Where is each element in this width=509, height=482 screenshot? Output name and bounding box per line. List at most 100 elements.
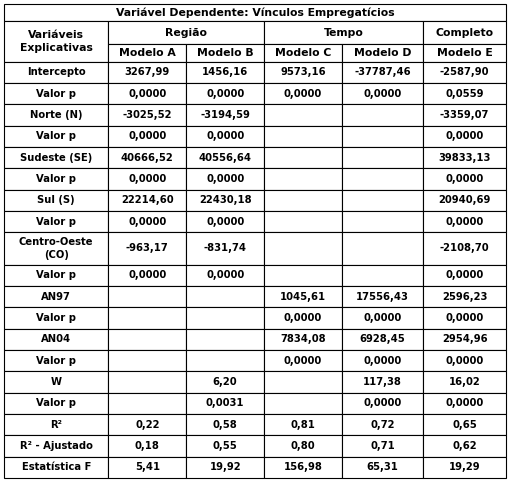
Bar <box>264 393 341 414</box>
Bar <box>4 286 108 308</box>
Bar <box>264 190 341 211</box>
Text: Valor p: Valor p <box>36 313 76 323</box>
Bar <box>341 147 422 168</box>
Bar <box>4 83 108 104</box>
Text: 0,71: 0,71 <box>370 441 394 451</box>
Bar <box>422 393 505 414</box>
Bar <box>108 265 186 286</box>
Bar <box>108 62 186 83</box>
Text: Tempo: Tempo <box>323 28 363 38</box>
Bar <box>341 393 422 414</box>
Text: 7834,08: 7834,08 <box>279 335 325 344</box>
Bar <box>341 350 422 371</box>
Text: Modelo A: Modelo A <box>119 48 176 58</box>
Text: 0,0000: 0,0000 <box>444 356 483 366</box>
Bar <box>422 21 505 44</box>
Bar <box>264 62 341 83</box>
Text: 0,0000: 0,0000 <box>444 313 483 323</box>
Text: 0,18: 0,18 <box>134 441 159 451</box>
Text: Variáveis
Explicativas: Variáveis Explicativas <box>20 30 93 53</box>
Bar <box>108 44 186 62</box>
Bar <box>341 371 422 393</box>
Text: 0,0000: 0,0000 <box>206 174 244 184</box>
Bar <box>264 350 341 371</box>
Bar <box>341 104 422 126</box>
Bar <box>422 62 505 83</box>
Bar <box>341 329 422 350</box>
Text: 0,0000: 0,0000 <box>284 89 322 99</box>
Text: 0,0000: 0,0000 <box>363 398 401 408</box>
Bar <box>4 4 505 21</box>
Bar <box>186 371 264 393</box>
Bar <box>422 456 505 478</box>
Text: 0,0000: 0,0000 <box>128 131 166 141</box>
Bar <box>341 83 422 104</box>
Bar <box>186 211 264 232</box>
Bar <box>341 190 422 211</box>
Bar <box>264 329 341 350</box>
Text: 0,0000: 0,0000 <box>206 217 244 227</box>
Text: 2954,96: 2954,96 <box>441 335 487 344</box>
Text: 0,0000: 0,0000 <box>284 313 322 323</box>
Bar <box>264 21 422 44</box>
Text: 3267,99: 3267,99 <box>125 67 169 77</box>
Text: 0,0000: 0,0000 <box>128 217 166 227</box>
Text: Sudeste (SE): Sudeste (SE) <box>20 153 92 163</box>
Bar <box>4 232 108 265</box>
Text: Norte (N): Norte (N) <box>30 110 82 120</box>
Bar <box>4 308 108 329</box>
Text: 5,41: 5,41 <box>134 462 159 472</box>
Text: 65,31: 65,31 <box>366 462 398 472</box>
Bar <box>108 147 186 168</box>
Text: 6928,45: 6928,45 <box>359 335 405 344</box>
Bar <box>108 104 186 126</box>
Bar <box>422 168 505 190</box>
Bar <box>108 168 186 190</box>
Bar <box>341 414 422 435</box>
Bar <box>422 190 505 211</box>
Text: Completo: Completo <box>435 28 493 38</box>
Bar <box>341 44 422 62</box>
Text: 0,0559: 0,0559 <box>444 89 483 99</box>
Bar <box>4 393 108 414</box>
Text: -37787,46: -37787,46 <box>354 67 410 77</box>
Bar <box>108 286 186 308</box>
Text: 0,0000: 0,0000 <box>444 270 483 281</box>
Text: 0,0000: 0,0000 <box>444 398 483 408</box>
Text: -3359,07: -3359,07 <box>439 110 488 120</box>
Text: W: W <box>50 377 62 387</box>
Bar <box>186 456 264 478</box>
Bar <box>186 83 264 104</box>
Text: 20940,69: 20940,69 <box>438 195 490 205</box>
Bar <box>186 190 264 211</box>
Text: 0,0000: 0,0000 <box>206 131 244 141</box>
Text: 0,0000: 0,0000 <box>206 89 244 99</box>
Bar <box>341 211 422 232</box>
Bar <box>186 44 264 62</box>
Text: 19,92: 19,92 <box>209 462 240 472</box>
Bar <box>108 456 186 478</box>
Bar <box>108 126 186 147</box>
Bar <box>4 211 108 232</box>
Bar <box>422 126 505 147</box>
Bar <box>422 435 505 456</box>
Bar <box>341 308 422 329</box>
Text: Modelo E: Modelo E <box>436 48 492 58</box>
Text: Valor p: Valor p <box>36 270 76 281</box>
Bar <box>264 414 341 435</box>
Bar <box>341 62 422 83</box>
Bar <box>4 456 108 478</box>
Bar <box>108 329 186 350</box>
Bar <box>264 308 341 329</box>
Text: 0,0000: 0,0000 <box>128 270 166 281</box>
Text: 0,0000: 0,0000 <box>444 174 483 184</box>
Text: 0,0000: 0,0000 <box>284 356 322 366</box>
Bar <box>264 126 341 147</box>
Text: AN97: AN97 <box>41 292 71 302</box>
Text: AN04: AN04 <box>41 335 71 344</box>
Bar <box>4 371 108 393</box>
Bar <box>186 147 264 168</box>
Text: 0,0000: 0,0000 <box>128 89 166 99</box>
Bar <box>108 371 186 393</box>
Text: 17556,43: 17556,43 <box>355 292 408 302</box>
